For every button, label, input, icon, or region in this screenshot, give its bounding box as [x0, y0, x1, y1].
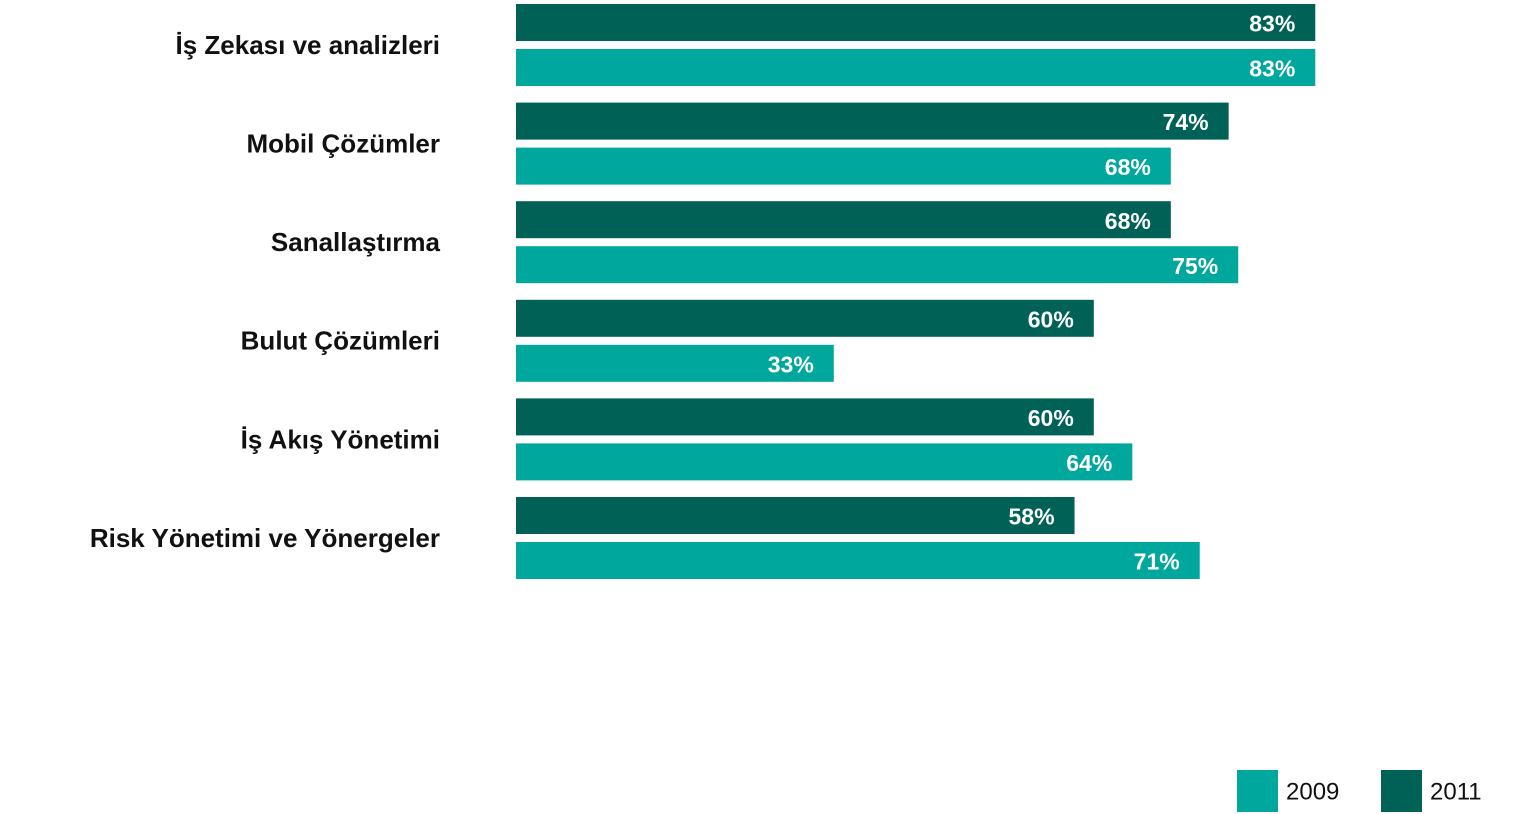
bar: [516, 398, 1094, 436]
value-label: 58%: [1008, 504, 1054, 530]
bar: [516, 443, 1133, 481]
bar: [516, 49, 1316, 86]
bar: [516, 4, 1316, 41]
value-label: 68%: [1105, 208, 1151, 234]
category-label: İş Akış Yönetimi: [241, 424, 440, 454]
legend-label: 2011: [1430, 778, 1482, 805]
category-label: İş Zekası ve analizleri: [176, 30, 441, 60]
bar: [516, 246, 1239, 284]
value-label: 60%: [1028, 306, 1074, 332]
category-label: Mobil Çözümler: [246, 128, 440, 158]
value-label: 60%: [1028, 405, 1074, 431]
legend-swatch: [1381, 770, 1422, 812]
category-label: Sanallaştırma: [271, 227, 441, 257]
legend-label: 2009: [1286, 778, 1339, 805]
value-label: 64%: [1066, 450, 1112, 476]
bar: [516, 201, 1171, 239]
value-label: 74%: [1163, 109, 1209, 135]
category-label: Bulut Çözümleri: [241, 326, 440, 356]
value-label: 33%: [768, 351, 814, 377]
value-label: 71%: [1134, 549, 1180, 575]
bar: [516, 147, 1171, 185]
bar: [516, 299, 1094, 337]
value-label: 68%: [1105, 154, 1151, 180]
bar: [516, 344, 834, 382]
category-label: Risk Yönetimi ve Yönergeler: [90, 523, 440, 553]
bar: [516, 497, 1075, 534]
value-label: 83%: [1249, 11, 1295, 37]
bar: [516, 102, 1229, 140]
value-label: 75%: [1172, 253, 1218, 279]
bar: [516, 542, 1200, 579]
value-label: 83%: [1249, 56, 1295, 82]
legend-swatch: [1237, 770, 1278, 812]
